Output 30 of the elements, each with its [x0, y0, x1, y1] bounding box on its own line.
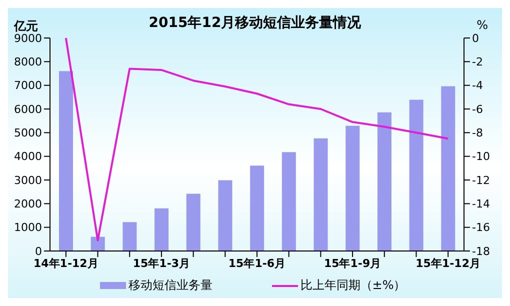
chart-title: 2015年12月移动短信业务量情况 — [148, 15, 362, 31]
y-tick-label: 1000 — [14, 221, 42, 234]
y2-tick-label: -2 — [472, 56, 483, 69]
y2-tick-label: -8 — [472, 126, 483, 140]
y2-tick-label: -14 — [472, 198, 490, 211]
y-tick-label: 8000 — [14, 56, 42, 69]
y-tick-label: 3000 — [14, 174, 42, 187]
legend-label: 移动短信业务量 — [128, 277, 212, 294]
y-tick-label: 2000 — [14, 198, 42, 211]
y-tick-label: 9000 — [14, 32, 42, 45]
y2-tick-label: -4 — [472, 79, 483, 92]
y2-axis-title: % — [476, 18, 488, 32]
y-tick-label: 7000 — [14, 79, 42, 92]
y-tick-label: 0 — [35, 244, 42, 258]
y2-tick-label: 0 — [472, 32, 479, 45]
y2-tick-label: -16 — [472, 221, 490, 234]
x-tick-label: 15年1-3月 — [132, 256, 190, 270]
x-tick-label: 15年1-12月 — [416, 256, 480, 270]
x-tick-label: 15年1-9月 — [324, 256, 382, 270]
x-tick-label: 14年1-12月 — [34, 256, 98, 270]
y-tick-label: 6000 — [14, 102, 42, 116]
x-tick-label: 15年1-6月 — [228, 256, 286, 270]
y-tick-label: 5000 — [14, 126, 42, 140]
y2-tick-label: -18 — [472, 244, 490, 258]
y2-tick-label: -10 — [472, 150, 490, 164]
legend-label: 比上年同期（±%） — [300, 277, 406, 294]
y-tick-label: 4000 — [14, 150, 42, 164]
y-axis-title: 亿元 — [14, 18, 38, 34]
y2-tick-label: -6 — [472, 102, 483, 116]
y2-tick-label: -12 — [472, 174, 490, 187]
